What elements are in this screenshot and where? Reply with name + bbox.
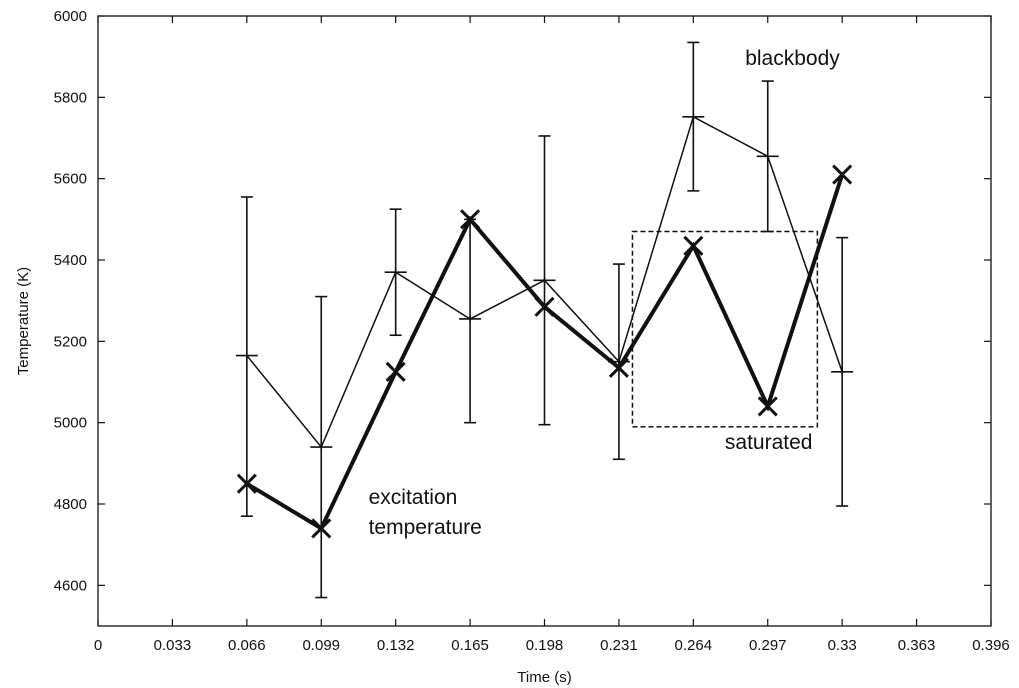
series-blackbody [235, 41, 854, 599]
data-point-excitation [608, 357, 629, 378]
y-tick-label: 5600 [54, 171, 87, 188]
y-tick-label: 4600 [54, 577, 87, 594]
data-point-excitation [236, 473, 257, 494]
x-tick-label: 0.033 [154, 637, 192, 654]
x-tick-label: 0.198 [526, 637, 564, 654]
x-axis-title: Time (s) [517, 669, 571, 686]
x-tick-label: 0.396 [972, 637, 1010, 654]
y-tick-label: 5000 [54, 415, 87, 432]
data-point-excitation [757, 396, 778, 417]
series-layer [235, 41, 854, 599]
y-tick-label: 5400 [54, 252, 87, 269]
data-point-excitation [534, 296, 555, 317]
x-tick-label: 0.297 [749, 637, 787, 654]
x-tick-label: 0.363 [898, 637, 936, 654]
y-axis-title: Temperature (K) [15, 267, 32, 375]
data-point-excitation [385, 361, 406, 382]
annotation-excitation: excitation [369, 486, 458, 509]
y-tick-label: 5200 [54, 333, 87, 350]
x-tick-label: 0.132 [377, 637, 415, 654]
data-point-excitation [311, 518, 332, 539]
x-tick-label: 0.33 [828, 637, 857, 654]
x-tick-label: 0.231 [600, 637, 638, 654]
y-tick-label: 6000 [54, 8, 87, 25]
x-tick-label: 0.165 [451, 637, 489, 654]
annotation-blackbody: blackbody [745, 47, 840, 70]
x-tick-label: 0.066 [228, 637, 266, 654]
series-excitation [236, 164, 853, 539]
data-point-excitation [832, 164, 853, 185]
y-tick-label: 4800 [54, 496, 87, 513]
y-tick-label: 5800 [54, 89, 87, 106]
data-point-excitation [460, 209, 481, 230]
axes: 0 0.033 0.066 0.099 0.132 0.165 0.198 0.231 0.26… [54, 8, 1010, 654]
data-point-excitation [683, 235, 704, 256]
annotation-saturated: saturated [725, 431, 813, 454]
annotation-excitation: temperature [369, 516, 482, 539]
saturated-region [631, 230, 819, 428]
annotations: blackbody excitation temperature saturated [369, 47, 841, 539]
x-tick-label: 0.099 [302, 637, 340, 654]
saturated-box [631, 230, 819, 428]
x-tick-label: 0.264 [675, 637, 713, 654]
x-tick-label: 0 [94, 637, 102, 654]
